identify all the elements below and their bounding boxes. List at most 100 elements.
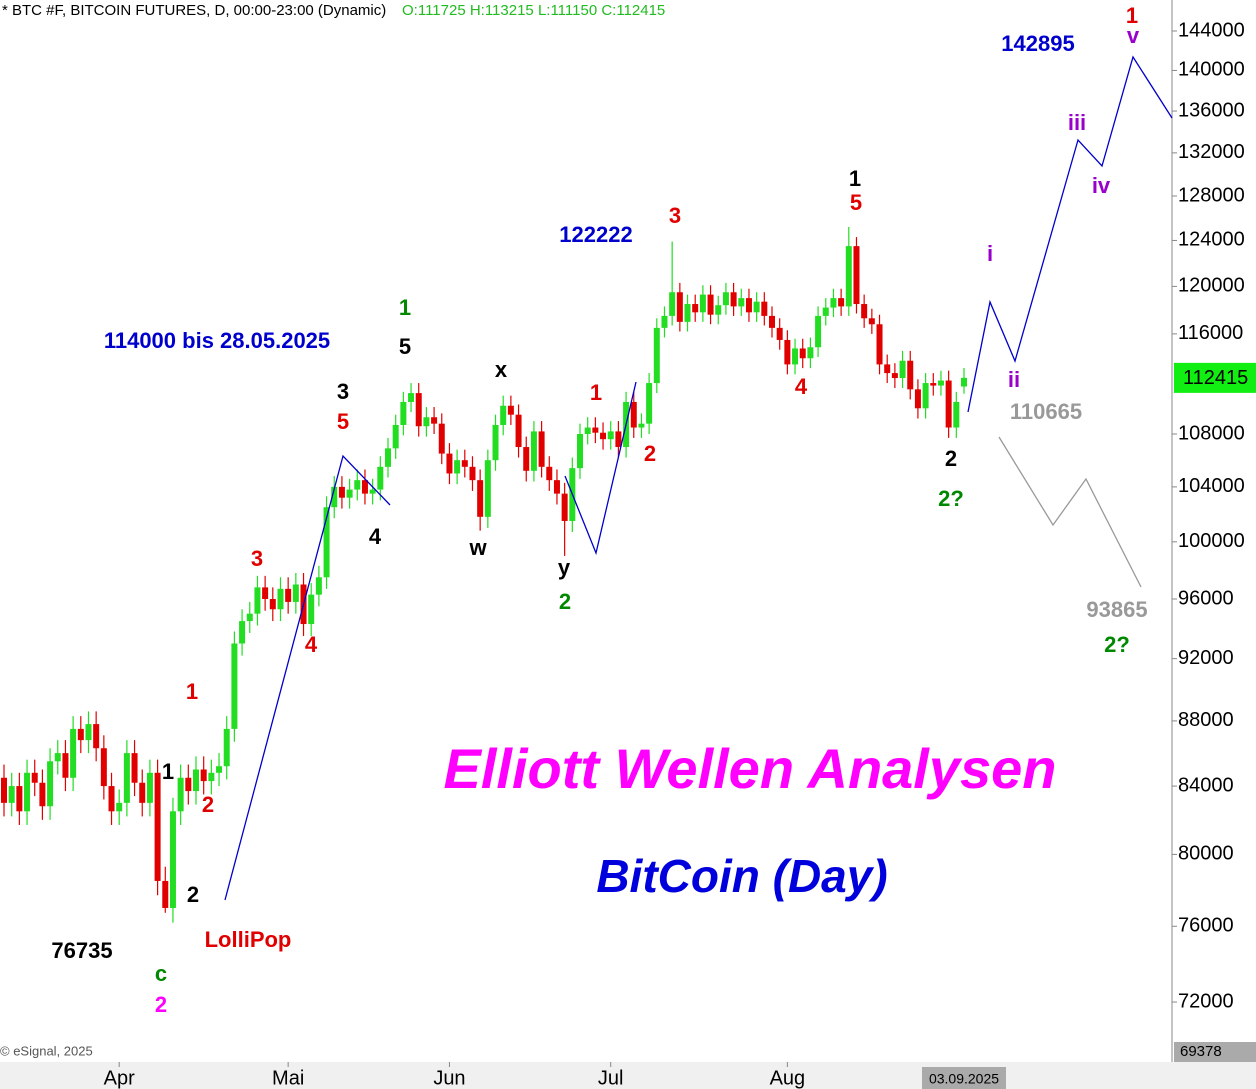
candle-body <box>31 772 38 783</box>
candle-body <box>653 327 660 384</box>
candle-body <box>738 298 745 307</box>
annotation: 1 <box>1126 3 1138 28</box>
candle-body <box>577 434 583 469</box>
candle-body <box>39 782 46 807</box>
annotation: 4 <box>305 632 318 657</box>
candle-body <box>47 761 54 807</box>
candle-body <box>646 383 653 424</box>
candle-body <box>461 460 468 467</box>
annotations: 142895 1 v iii iv i ii 110665 93865 2? 2… <box>51 3 1147 1017</box>
candle-body <box>630 401 637 428</box>
annotation: ii <box>1008 367 1020 392</box>
y-tick-label: 108000 <box>1178 422 1245 444</box>
candle-body <box>400 401 407 425</box>
annotation: 2 <box>155 992 167 1017</box>
y-tick-label: 92000 <box>1178 647 1234 669</box>
candle-body <box>815 315 822 348</box>
candle-body <box>16 786 23 812</box>
annotation: iii <box>1068 110 1086 135</box>
min-box <box>1174 1042 1256 1062</box>
candle-body <box>830 298 837 308</box>
candle-body <box>200 769 207 782</box>
candle-body <box>753 301 760 313</box>
candle-body <box>446 453 453 474</box>
date-label: 03.09.2025 <box>929 1071 999 1087</box>
candle-body <box>914 389 921 409</box>
annotation: 1 <box>186 679 198 704</box>
annotation: 1 <box>162 759 174 784</box>
candle-body <box>769 315 775 328</box>
candle-body <box>315 577 322 595</box>
candle-body <box>108 786 115 812</box>
annotation: i <box>987 241 993 266</box>
candle-body <box>953 401 960 428</box>
candle-body <box>269 599 276 610</box>
y-tick-label: 72000 <box>1178 990 1234 1012</box>
candle-body <box>469 466 476 481</box>
y-tick-label: 124000 <box>1178 229 1245 251</box>
candle-body <box>676 292 683 322</box>
candle-body <box>139 782 146 803</box>
annotation: 3 <box>669 203 681 228</box>
y-tick-label: 80000 <box>1178 843 1234 865</box>
y-tick-label: 136000 <box>1178 99 1245 121</box>
candle-body <box>546 466 553 481</box>
annotation: 4 <box>795 374 808 399</box>
candle-body <box>85 724 92 741</box>
y-tick-label: 128000 <box>1178 184 1245 206</box>
candle-body <box>530 431 537 471</box>
candles <box>1 226 967 923</box>
candle-body <box>308 594 315 625</box>
candle-body <box>146 772 153 803</box>
candle-body <box>907 360 914 390</box>
candle-body <box>346 489 353 498</box>
y-tick-label: 84000 <box>1178 774 1234 796</box>
header: * BTC #F, BITCOIN FUTURES, D, 00:00-23:0… <box>2 2 386 19</box>
candle-body <box>792 348 799 365</box>
annotation: 3 <box>337 379 349 404</box>
candle-body <box>937 380 944 386</box>
annotation: w <box>468 535 487 560</box>
candle-body <box>853 246 860 305</box>
y-tick-label: 104000 <box>1178 475 1245 497</box>
candle-body <box>730 292 737 307</box>
candle-body <box>707 294 714 315</box>
candle-body <box>239 621 246 644</box>
subtitle: BitCoin (Day) <box>596 850 887 902</box>
title: Elliott Wellen Analysen <box>443 737 1056 800</box>
candle-body <box>807 347 814 359</box>
annotation: iv <box>1092 173 1111 198</box>
y-tick-label: 144000 <box>1178 19 1245 41</box>
candle-body <box>231 643 238 729</box>
candle-body <box>692 304 699 313</box>
annotation: 1 <box>849 166 861 191</box>
candle-body <box>507 405 514 415</box>
candle-body <box>277 588 284 610</box>
candle-body <box>776 327 783 340</box>
annotation: 114000 bis 28.05.2025 <box>104 328 330 353</box>
annotation: 2? <box>1104 632 1130 657</box>
candle-body <box>216 766 223 773</box>
candle-body <box>438 423 445 454</box>
candle-body <box>876 324 883 365</box>
candle-body <box>868 318 875 325</box>
annotation: 5 <box>399 334 411 359</box>
candle-body <box>638 423 645 428</box>
annotation: 2 <box>945 446 957 471</box>
annotation: c <box>155 961 167 986</box>
candle-body <box>515 414 522 448</box>
candle-body <box>930 383 937 386</box>
candle-body <box>169 811 176 908</box>
candle-body <box>845 246 852 307</box>
candle-body <box>899 360 906 379</box>
candle-body <box>208 772 215 782</box>
candle-body <box>484 460 491 517</box>
x-tick-label: Apr <box>104 1067 135 1089</box>
candle-body <box>454 460 461 474</box>
candle-body <box>561 493 568 521</box>
annotation: 4 <box>369 524 382 549</box>
candle-body <box>838 298 845 307</box>
annotation: 93865 <box>1086 597 1147 622</box>
annotation: 3 <box>251 546 263 571</box>
